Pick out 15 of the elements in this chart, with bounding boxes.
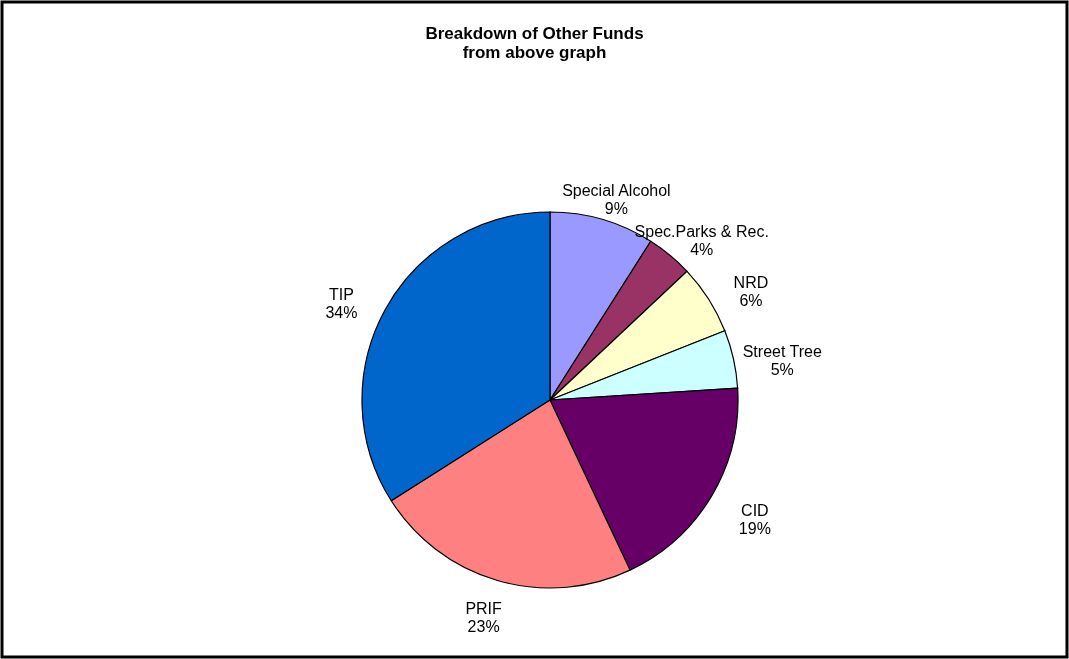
slice-label: Spec.Parks & Rec. — [634, 223, 769, 241]
data-label: 9% — [604, 199, 628, 217]
data-label: 19% — [738, 519, 771, 537]
slice-label: CID — [741, 501, 769, 519]
slice-label: TIP — [328, 285, 354, 303]
chart-title: Breakdown of Other Funds from above graph — [425, 24, 644, 62]
data-label: 5% — [770, 361, 794, 379]
slice-label: NRD — [733, 274, 769, 292]
data-label: 6% — [739, 292, 763, 310]
slice-label: Street Tree — [742, 343, 822, 361]
data-label: 4% — [690, 241, 714, 259]
slice-label: Special Alcohol — [562, 181, 671, 199]
data-label: 23% — [467, 618, 500, 636]
data-label: 34% — [325, 303, 358, 321]
slice-label: PRIF — [465, 600, 503, 618]
